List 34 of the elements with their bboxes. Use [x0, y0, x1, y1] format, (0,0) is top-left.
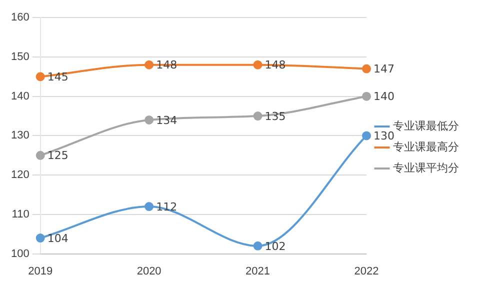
point — [36, 72, 45, 82]
data-label: 125 — [47, 149, 68, 162]
point — [144, 115, 154, 124]
data-label: 104 — [47, 232, 68, 245]
y-tick-label: 150 — [10, 51, 30, 63]
legend-label: 专业课平均分 — [393, 161, 459, 174]
point — [253, 241, 262, 250]
point — [36, 150, 45, 160]
point — [362, 92, 371, 101]
data-label: 135 — [264, 110, 286, 123]
point — [253, 60, 262, 70]
x-tick-label: 2022 — [354, 265, 379, 278]
data-label: 134 — [156, 114, 178, 127]
x-tick-label: 2020 — [136, 265, 162, 278]
point — [36, 234, 45, 243]
legend-label: 专业课最高分 — [393, 140, 459, 154]
point — [362, 131, 371, 140]
y-tick-label: 120 — [10, 169, 30, 182]
point — [253, 112, 262, 121]
point — [362, 64, 371, 74]
point — [144, 202, 154, 212]
y-tick-label: 130 — [10, 130, 30, 142]
x-tick-label: 2019 — [28, 265, 53, 278]
point — [144, 60, 154, 70]
y-tick-label: 100 — [10, 248, 30, 260]
y-tick-label: 160 — [10, 12, 30, 24]
y-tick-label: 110 — [12, 208, 30, 220]
data-label: 102 — [264, 240, 286, 253]
text: 专业课最低分 — [393, 119, 459, 132]
data-label: 140 — [374, 90, 394, 104]
y-tick-label: 140 — [10, 90, 30, 102]
data-label: 147 — [374, 62, 394, 76]
x-tick-label: 2021 — [246, 265, 270, 278]
data-label: 130 — [374, 130, 394, 143]
